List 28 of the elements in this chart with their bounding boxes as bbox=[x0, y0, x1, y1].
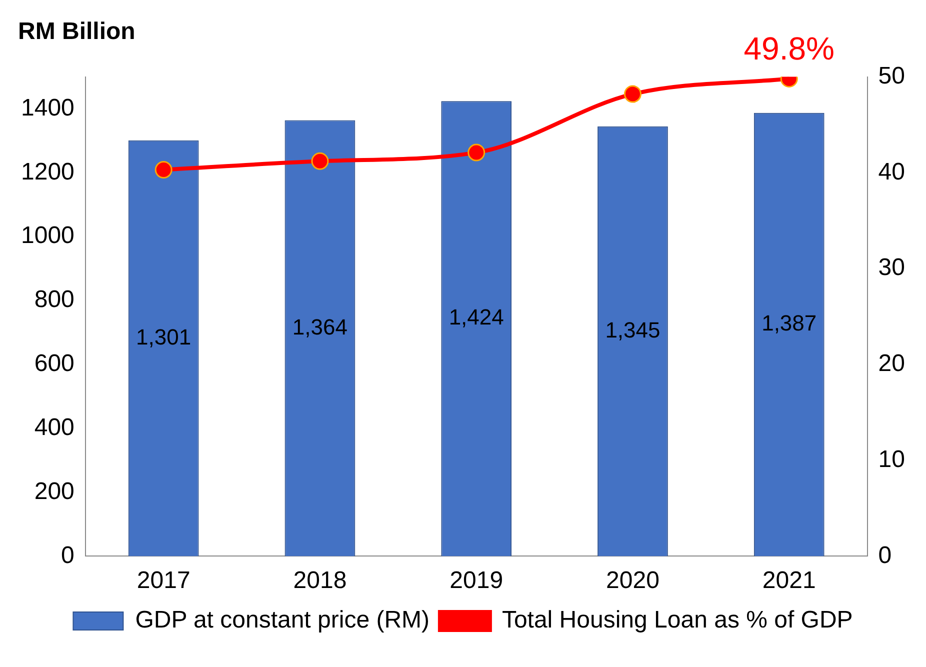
data-label: 1,301 bbox=[136, 324, 192, 350]
y-tick-label: 1400 bbox=[21, 94, 74, 122]
data-label: 1,387 bbox=[762, 310, 817, 336]
data-label: 1,424 bbox=[448, 304, 504, 330]
x-tick-label: 2020 bbox=[606, 567, 660, 594]
y2-tick-label: 10 bbox=[878, 446, 906, 473]
y2-tick-label: 30 bbox=[878, 254, 906, 282]
y-tick-label: 0 bbox=[61, 542, 74, 569]
data-label: 49.8% bbox=[744, 30, 834, 67]
x-tick-label: 2017 bbox=[136, 567, 190, 594]
y-tick-label: 1000 bbox=[21, 222, 74, 250]
legend-label: GDP at constant price (RM) bbox=[135, 606, 430, 634]
x-tick-label: 2019 bbox=[450, 567, 504, 594]
y2-tick-label: 50 bbox=[878, 62, 906, 90]
y2-tick-label: 0 bbox=[878, 542, 892, 569]
y2-tick-label: 20 bbox=[878, 350, 906, 378]
y-tick-label: 400 bbox=[34, 414, 74, 441]
y2-tick-label: 40 bbox=[878, 158, 906, 186]
y-tick-label: 800 bbox=[34, 286, 74, 314]
x-tick-label: 2018 bbox=[293, 567, 347, 594]
y-tick-label: 600 bbox=[34, 350, 74, 378]
y-tick-label: 1200 bbox=[21, 158, 74, 186]
data-label: 1,345 bbox=[605, 317, 660, 342]
y-tick-label: 200 bbox=[34, 478, 74, 505]
data-label: 1,364 bbox=[292, 314, 348, 340]
chart-title: RM Billion bbox=[18, 18, 136, 46]
legend-label: Total Housing Loan as % of GDP bbox=[502, 606, 853, 634]
x-tick-label: 2021 bbox=[762, 567, 816, 594]
